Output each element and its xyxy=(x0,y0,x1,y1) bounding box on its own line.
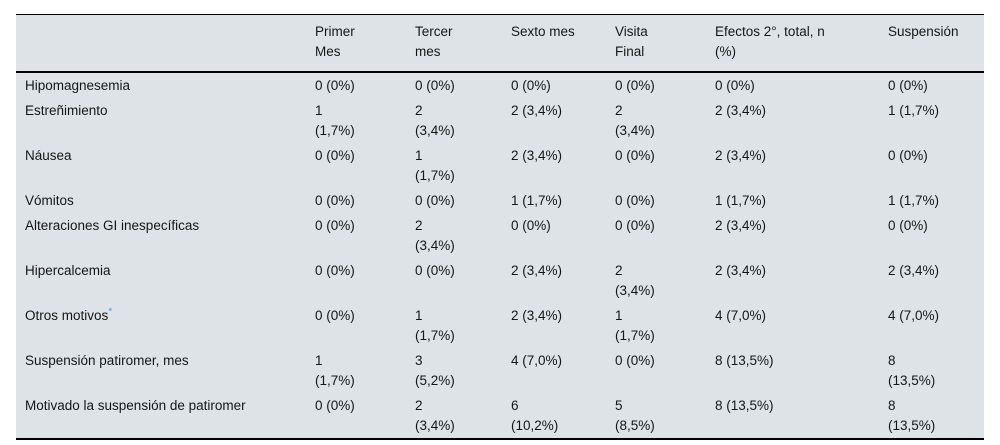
table-cell: 0 (0%) xyxy=(615,192,655,208)
table-cell: 1 (1,7%) xyxy=(315,102,355,138)
table-cell: 2 (3,4%) xyxy=(615,102,655,138)
table-cell: 3 (5,2%) xyxy=(415,352,455,388)
row-label: Otros motivos* xyxy=(25,306,113,323)
row-label: Estreñimiento xyxy=(25,102,108,118)
table-row: Hipomagnesemia 0 (0%) 0 (0%) 0 (0%) 0 (0… xyxy=(16,72,984,98)
table-cell: 0 (0%) xyxy=(888,147,928,163)
header-cell-sexto-mes: Sexto mes xyxy=(505,14,609,73)
table-cell: 0 (0%) xyxy=(615,352,655,368)
table-cell: 2 (3,4%) xyxy=(715,262,767,278)
row-label: Motivado la suspensión de patiromer xyxy=(25,397,246,413)
footnote-marker: * xyxy=(108,306,113,317)
table-cell: 1 (1,7%) xyxy=(715,192,767,208)
table-row: Náusea 0 (0%) 1 (1,7%) 2 (3,4%) 0 (0%) 2… xyxy=(16,143,984,188)
table-cell: 8 (13,5%) xyxy=(715,397,774,413)
table-row: Vómitos 0 (0%) 0 (0%) 1 (1,7%) 0 (0%) 1 … xyxy=(16,188,984,213)
table-cell: 1 (1,7%) xyxy=(511,192,563,208)
table-cell: 2 (3,4%) xyxy=(511,262,563,278)
table-cell: 6 (10,2%) xyxy=(511,397,559,433)
table-cell: 2 (3,4%) xyxy=(415,397,455,433)
table-cell: 0 (0%) xyxy=(511,77,551,93)
row-label: Vómitos xyxy=(25,192,74,208)
table-cell: 2 (3,4%) xyxy=(511,307,563,323)
header-cell-suspension: Suspensión xyxy=(882,14,984,73)
table-row: Suspensión patiromer, mes 1 (1,7%) 3 (5,… xyxy=(16,348,984,393)
table-cell: 1 (1,7%) xyxy=(415,307,455,343)
table-cell: 0 (0%) xyxy=(615,77,655,93)
table-cell: 0 (0%) xyxy=(715,77,755,93)
table-cell: 1 (1,7%) xyxy=(615,307,655,343)
row-label: Hipomagnesemia xyxy=(25,77,131,93)
table-cell: 5 (8,5%) xyxy=(615,397,655,433)
table-cell: 0 (0%) xyxy=(415,77,455,93)
table-cell: 1 (1,7%) xyxy=(315,352,355,388)
table-cell: 1 (1,7%) xyxy=(888,192,940,208)
table-cell: 0 (0%) xyxy=(615,217,655,233)
table-cell: 0 (0%) xyxy=(315,307,355,323)
table-cell: 2 (3,4%) xyxy=(415,217,455,253)
row-label: Náusea xyxy=(25,147,72,163)
header-cell-tercer-mes: Tercer mes xyxy=(409,14,505,73)
adverse-effects-table: Primer Mes Tercer mes Sexto mes Visita F… xyxy=(16,14,984,440)
table-row: Hipercalcemia 0 (0%) 0 (0%) 2 (3,4%) 2 (… xyxy=(16,258,984,303)
table-cell: 2 (3,4%) xyxy=(888,262,940,278)
table-cell: 0 (0%) xyxy=(315,217,355,233)
table-cell: 4 (7,0%) xyxy=(715,307,767,323)
table-cell: 2 (3,4%) xyxy=(715,102,767,118)
row-label: Hipercalcemia xyxy=(25,262,111,278)
header-cell-visita-final: Visita Final xyxy=(609,14,709,73)
table-cell: 1 (1,7%) xyxy=(888,102,940,118)
table-cell: 2 (3,4%) xyxy=(715,217,767,233)
table-cell: 1 (1,7%) xyxy=(415,147,455,183)
table-cell: 0 (0%) xyxy=(315,147,355,163)
table-cell: 0 (0%) xyxy=(315,397,355,413)
table-cell: 8 (13,5%) xyxy=(715,352,774,368)
table-cell: 2 (3,4%) xyxy=(511,102,563,118)
table-cell: 0 (0%) xyxy=(511,217,551,233)
table-header-row: Primer Mes Tercer mes Sexto mes Visita F… xyxy=(16,14,984,73)
table-cell: 2 (3,4%) xyxy=(715,147,767,163)
table-cell: 2 (3,4%) xyxy=(415,102,455,138)
adverse-effects-table-container: Primer Mes Tercer mes Sexto mes Visita F… xyxy=(16,14,984,440)
table-cell: 2 (3,4%) xyxy=(615,262,655,298)
table-cell: 4 (7,0%) xyxy=(888,307,940,323)
row-label: Alteraciones GI inespecíficas xyxy=(25,217,200,233)
table-cell: 2 (3,4%) xyxy=(511,147,563,163)
table-cell: 0 (0%) xyxy=(315,262,355,278)
table-cell: 8 (13,5%) xyxy=(888,352,936,388)
table-cell: 8 (13,5%) xyxy=(888,397,936,433)
table-cell: 0 (0%) xyxy=(415,192,455,208)
table-cell: 0 (0%) xyxy=(315,192,355,208)
table-row: Otros motivos* 0 (0%) 1 (1,7%) 2 (3,4%) … xyxy=(16,303,984,348)
table-row: Estreñimiento 1 (1,7%) 2 (3,4%) 2 (3,4%)… xyxy=(16,98,984,143)
table-row: Motivado la suspensión de patiromer 0 (0… xyxy=(16,393,984,439)
table-cell: 4 (7,0%) xyxy=(511,352,563,368)
table-cell: 0 (0%) xyxy=(315,77,355,93)
header-cell-empty xyxy=(16,14,309,73)
table-cell: 0 (0%) xyxy=(615,147,655,163)
table-cell: 0 (0%) xyxy=(888,77,928,93)
row-label: Suspensión patiromer, mes xyxy=(25,352,189,368)
header-cell-primer-mes: Primer Mes xyxy=(309,14,409,73)
table-row: Alteraciones GI inespecíficas 0 (0%) 2 (… xyxy=(16,213,984,258)
table-cell: 0 (0%) xyxy=(415,262,455,278)
header-cell-efectos-total: Efectos 2°, total, n (%) xyxy=(709,14,882,73)
table-cell: 0 (0%) xyxy=(888,217,928,233)
